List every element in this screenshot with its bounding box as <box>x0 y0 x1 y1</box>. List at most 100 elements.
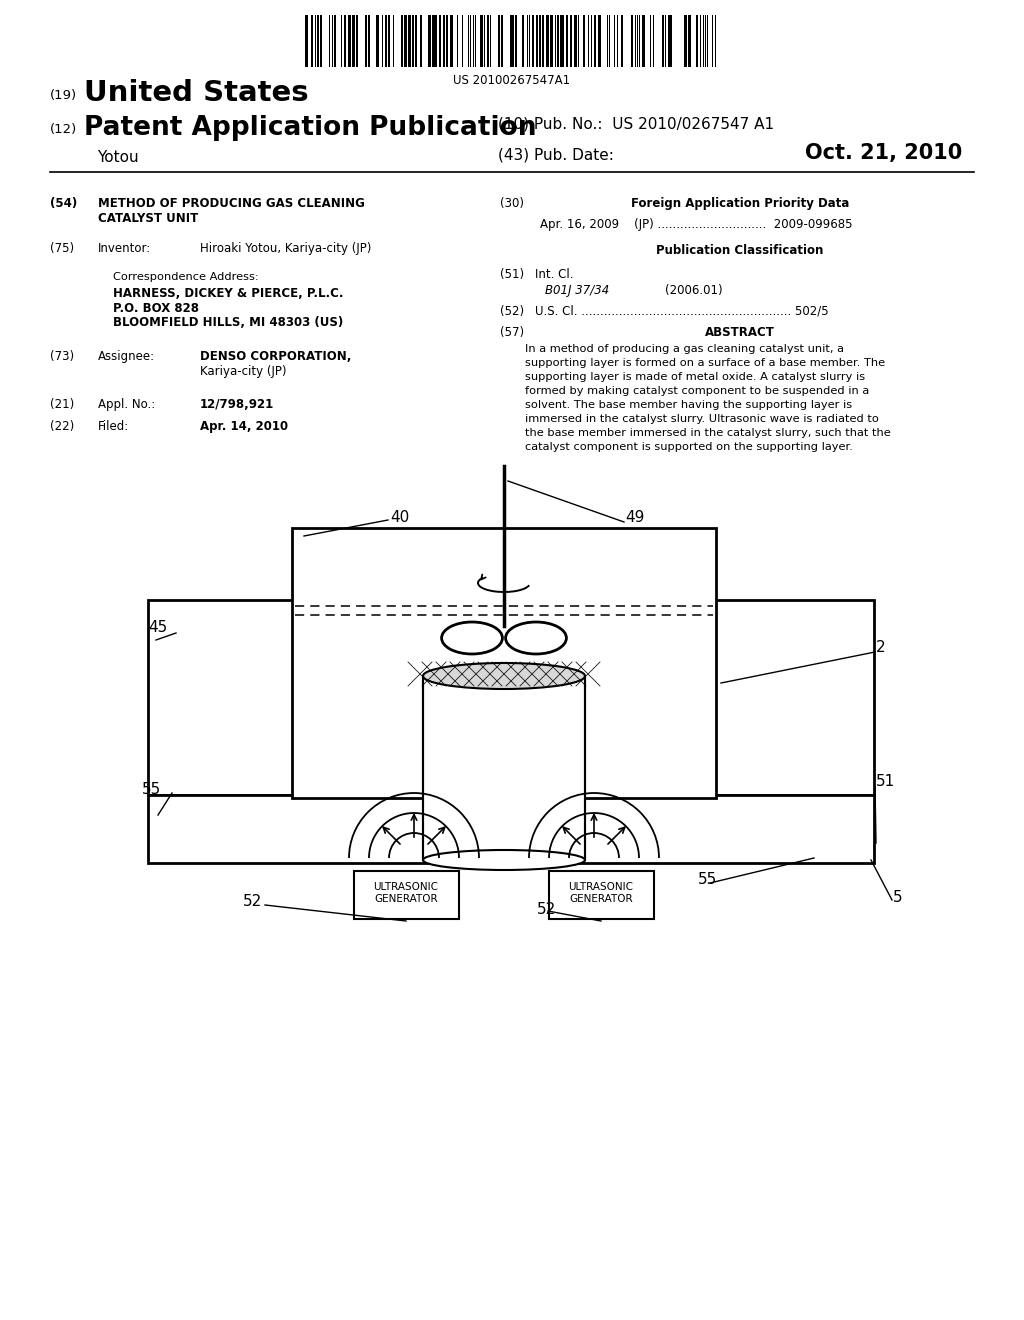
Text: (73): (73) <box>50 350 74 363</box>
Bar <box>532 15 534 67</box>
Bar <box>334 15 336 67</box>
Text: 52: 52 <box>537 903 556 917</box>
Text: (21): (21) <box>50 399 75 411</box>
Text: P.O. BOX 828: P.O. BOX 828 <box>113 302 199 315</box>
Bar <box>354 871 459 919</box>
Text: (43) Pub. Date:: (43) Pub. Date: <box>498 148 613 162</box>
Text: Correspondence Address:: Correspondence Address: <box>113 272 259 282</box>
Bar <box>561 15 564 67</box>
Bar <box>305 15 307 67</box>
Text: Filed:: Filed: <box>98 420 129 433</box>
Bar <box>621 15 623 67</box>
Bar <box>685 15 687 67</box>
Text: Oct. 21, 2010: Oct. 21, 2010 <box>805 143 963 162</box>
Bar <box>368 15 370 67</box>
Bar <box>570 15 572 67</box>
Text: US 20100267547A1: US 20100267547A1 <box>454 74 570 87</box>
Bar <box>148 601 874 795</box>
Bar <box>446 15 449 67</box>
Text: 55: 55 <box>698 873 717 887</box>
Bar <box>443 15 445 67</box>
Text: supporting layer is made of metal oxide. A catalyst slurry is: supporting layer is made of metal oxide.… <box>525 372 865 381</box>
Text: Inventor:: Inventor: <box>98 242 152 255</box>
Text: (54): (54) <box>50 197 77 210</box>
Text: (51): (51) <box>500 268 524 281</box>
Bar <box>536 15 538 67</box>
Text: (12): (12) <box>50 124 77 136</box>
Bar <box>594 15 596 67</box>
Text: ULTRASONIC
GENERATOR: ULTRASONIC GENERATOR <box>568 882 634 904</box>
Bar <box>311 15 313 67</box>
Bar <box>557 15 559 67</box>
Bar <box>688 15 691 67</box>
Bar <box>428 15 431 67</box>
Text: 12/798,921: 12/798,921 <box>200 399 274 411</box>
Bar <box>539 15 541 67</box>
Bar <box>511 15 514 67</box>
Text: (22): (22) <box>50 420 75 433</box>
Text: BLOOMFIELD HILLS, MI 48303 (US): BLOOMFIELD HILLS, MI 48303 (US) <box>113 315 343 329</box>
Bar <box>388 15 390 67</box>
Text: Apr. 16, 2009    (JP) .............................  2009-099685: Apr. 16, 2009 (JP) .....................… <box>540 218 853 231</box>
Text: Appl. No.:: Appl. No.: <box>98 399 156 411</box>
Bar <box>542 15 544 67</box>
Bar <box>549 871 654 919</box>
Bar <box>319 15 322 67</box>
Text: catalyst component is supported on the supporting layer.: catalyst component is supported on the s… <box>525 442 853 451</box>
Bar <box>385 15 387 67</box>
Bar <box>292 528 716 799</box>
Bar <box>365 15 367 67</box>
Bar <box>583 15 585 67</box>
Text: Int. Cl.: Int. Cl. <box>535 268 573 281</box>
Text: Assignee:: Assignee: <box>98 350 155 363</box>
Bar <box>412 15 414 67</box>
Text: solvent. The base member having the supporting layer is: solvent. The base member having the supp… <box>525 400 852 411</box>
Bar <box>352 15 355 67</box>
Text: B01J 37/34: B01J 37/34 <box>545 284 609 297</box>
Text: (57): (57) <box>500 326 524 339</box>
Text: HARNESS, DICKEY & PIERCE, P.L.C.: HARNESS, DICKEY & PIERCE, P.L.C. <box>113 286 343 300</box>
Text: Publication Classification: Publication Classification <box>656 244 823 257</box>
Text: 49: 49 <box>625 511 644 525</box>
Text: U.S. Cl. ........................................................ 502/5: U.S. Cl. ...............................… <box>535 305 828 318</box>
Text: DENSO CORPORATION,: DENSO CORPORATION, <box>200 350 351 363</box>
Bar <box>546 15 548 67</box>
Bar <box>598 15 601 67</box>
Text: (2006.01): (2006.01) <box>665 284 723 297</box>
Bar <box>487 15 489 67</box>
Text: Hiroaki Yotou, Kariya-city (JP): Hiroaki Yotou, Kariya-city (JP) <box>200 242 372 255</box>
Bar <box>642 15 645 67</box>
Text: 5: 5 <box>893 891 902 906</box>
Text: Apr. 14, 2010: Apr. 14, 2010 <box>200 420 288 433</box>
Text: United States: United States <box>84 79 308 107</box>
Text: 51: 51 <box>876 775 895 789</box>
Text: Patent Application Publication: Patent Application Publication <box>84 115 537 141</box>
Bar <box>550 15 553 67</box>
Text: ULTRASONIC
GENERATOR: ULTRASONIC GENERATOR <box>374 882 438 904</box>
Text: (10) Pub. No.:  US 2010/0267547 A1: (10) Pub. No.: US 2010/0267547 A1 <box>498 116 774 132</box>
Text: 40: 40 <box>390 510 410 524</box>
Text: formed by making catalyst component to be suspended in a: formed by making catalyst component to b… <box>525 385 869 396</box>
Text: immersed in the catalyst slurry. Ultrasonic wave is radiated to: immersed in the catalyst slurry. Ultraso… <box>525 414 879 424</box>
Text: (52): (52) <box>500 305 524 318</box>
Bar <box>420 15 422 67</box>
Ellipse shape <box>423 663 585 689</box>
Bar <box>401 15 403 67</box>
Bar <box>423 676 585 861</box>
Bar <box>376 15 379 67</box>
Bar <box>662 15 664 67</box>
Text: In a method of producing a gas cleaning catalyst unit, a: In a method of producing a gas cleaning … <box>525 345 844 354</box>
Bar <box>481 15 483 67</box>
Text: CATALYST UNIT: CATALYST UNIT <box>98 213 199 224</box>
Text: Yotou: Yotou <box>97 150 138 165</box>
Bar <box>148 795 874 863</box>
Text: ABSTRACT: ABSTRACT <box>706 326 775 339</box>
Text: 2: 2 <box>876 640 886 656</box>
Text: Foreign Application Priority Data: Foreign Application Priority Data <box>631 197 849 210</box>
Ellipse shape <box>423 850 585 870</box>
Bar <box>566 15 568 67</box>
Bar <box>498 15 500 67</box>
Bar <box>439 15 441 67</box>
Bar <box>432 15 434 67</box>
Text: (19): (19) <box>50 90 77 103</box>
